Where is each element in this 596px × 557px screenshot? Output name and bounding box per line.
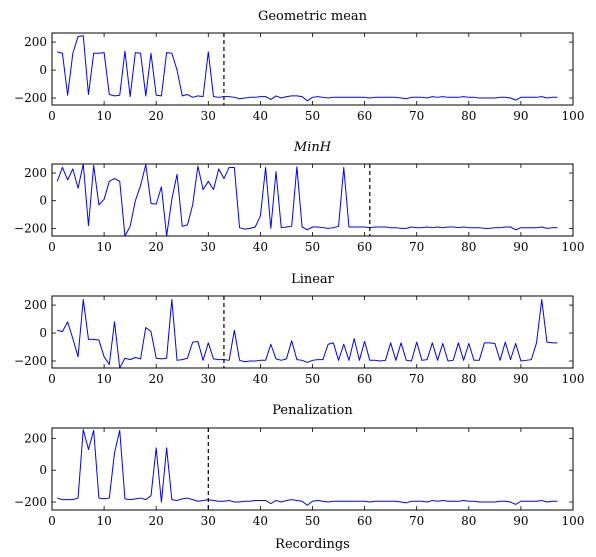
x-tick-label: 90 [513,240,528,254]
x-tick-label: 50 [305,240,320,254]
x-tick-label: 10 [96,109,111,123]
x-tick-label: 30 [201,372,216,386]
x-tick-label: 30 [201,514,216,528]
x-tick-label: 0 [48,240,56,254]
x-tick-label: 60 [357,372,372,386]
chart-title: MinH [293,140,332,155]
x-tick-label: 60 [357,109,372,123]
x-tick-label: 20 [149,109,164,123]
x-tick-label: 0 [48,514,56,528]
x-tick-label: 70 [409,240,424,254]
x-tick-label: 50 [305,514,320,528]
y-tick-label: 0 [39,194,47,208]
x-tick-label: 100 [562,240,585,254]
x-tick-label: 40 [253,240,268,254]
y-tick-label: 0 [39,63,47,77]
y-tick-label: 200 [24,298,47,312]
x-tick-label: 80 [461,514,476,528]
x-tick-label: 80 [461,240,476,254]
x-tick-label: 100 [562,514,585,528]
x-tick-label: 50 [305,372,320,386]
y-tick-label: −200 [14,91,47,105]
x-tick-label: 40 [253,372,268,386]
x-tick-label: 20 [149,372,164,386]
series-line [57,35,558,102]
x-tick-label: 40 [253,109,268,123]
x-tick-label: 0 [48,372,56,386]
x-tick-label: 70 [409,514,424,528]
x-tick-label: 90 [513,514,528,528]
series-line [57,299,558,369]
x-tick-label: 70 [409,372,424,386]
x-axis-label: Recordings [275,537,350,552]
chart-title: Linear [291,272,335,287]
x-tick-label: 90 [513,372,528,386]
chart-panel-1: Geometric mean 0 10 20 30 40 50 60 70 80 90 100 −200… [14,9,584,123]
y-tick-label: −200 [14,221,47,235]
x-tick-label: 80 [461,109,476,123]
x-tick-label: 100 [562,372,585,386]
x-tick-label: 50 [305,109,320,123]
y-tick-label: −200 [14,354,47,368]
x-tick-label: 100 [562,109,585,123]
x-tick-label: 20 [149,514,164,528]
x-tick-label: 10 [96,240,111,254]
x-tick-label: 90 [513,109,528,123]
x-tick-label: 80 [461,372,476,386]
series-line [57,429,558,506]
x-tick-label: 20 [149,240,164,254]
x-tick-label: 60 [357,240,372,254]
axes-frame [51,427,574,511]
series-line [56,163,558,237]
axes-frame [51,295,574,369]
x-tick-label: 30 [201,109,216,123]
x-tick-label: 60 [357,514,372,528]
y-tick-label: 200 [24,35,47,49]
chart-title: Penalization [272,403,353,418]
x-tick-label: 0 [48,109,56,123]
y-tick-label: −200 [14,495,47,509]
y-tick-label: 0 [39,463,47,477]
y-tick-label: 0 [39,326,47,340]
x-tick-label: 70 [409,109,424,123]
x-tick-label: 10 [96,514,111,528]
chart-title: Geometric mean [258,9,368,24]
x-tick-label: 30 [201,240,216,254]
x-tick-label: 10 [96,372,111,386]
y-tick-label: 200 [24,166,47,180]
y-tick-label: 200 [24,431,47,445]
x-tick-label: 40 [253,514,268,528]
